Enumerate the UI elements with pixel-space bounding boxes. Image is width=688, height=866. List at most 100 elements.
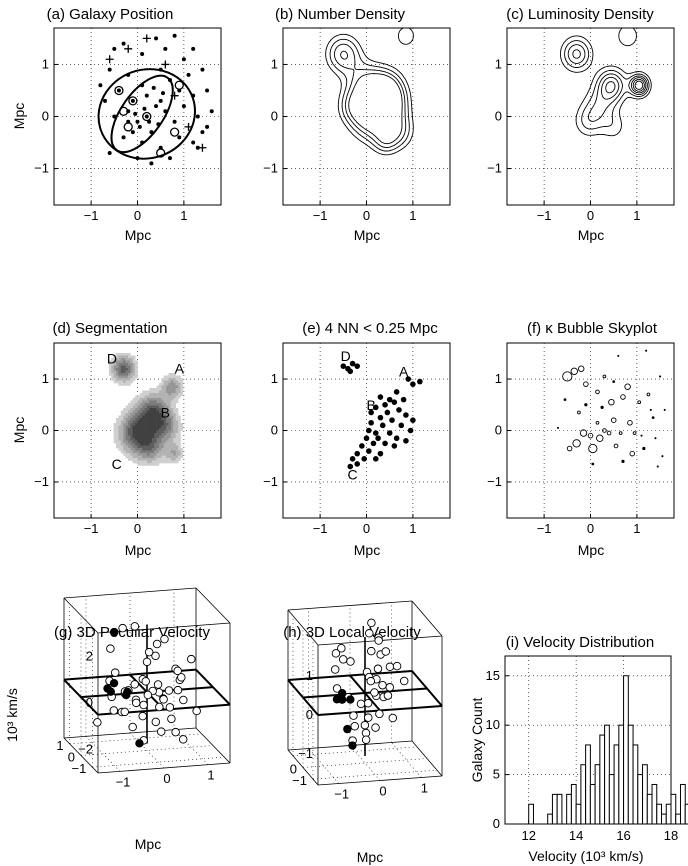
- galaxy-dot: [191, 140, 196, 145]
- segment-cell: [156, 385, 160, 389]
- segment-cell: [158, 433, 162, 436]
- segment-cell: [132, 410, 136, 414]
- segment-cell: [111, 378, 114, 381]
- contour-level: [572, 49, 647, 100]
- segment-cell: [166, 428, 169, 431]
- segment-cell: [166, 435, 169, 439]
- box-edge: [317, 775, 443, 786]
- segment-cell: [173, 433, 176, 436]
- segment-cell: [132, 425, 136, 429]
- segment-cell: [118, 440, 122, 444]
- segment-cell: [118, 355, 122, 359]
- segment-cell: [180, 428, 184, 431]
- neighbor-dot: [354, 450, 361, 457]
- segment-cell: [163, 448, 167, 451]
- segment-cell: [156, 395, 160, 399]
- segment-cell: [149, 443, 153, 446]
- panel-a: (a) Galaxy Position −1 0 1 1 0 −1 Mpc Mpc: [11, 6, 222, 243]
- segment-cell: [166, 375, 169, 379]
- segment-cell: [156, 390, 160, 394]
- panel-c-frame: [506, 27, 675, 206]
- neighbor-dot: [386, 430, 393, 436]
- segment-cell: [123, 433, 126, 436]
- y-tick-label: 0: [493, 816, 500, 831]
- segment-cell: [173, 460, 176, 464]
- segment-cell: [175, 420, 179, 424]
- segment-cell: [147, 403, 150, 406]
- velocity-point: [367, 646, 376, 656]
- segment-cell: [166, 393, 169, 396]
- segment-cell: [125, 375, 129, 379]
- box-edge: [63, 737, 99, 774]
- segment-cell: [173, 443, 176, 446]
- segment-cell: [168, 373, 172, 376]
- segment-cell: [166, 405, 169, 409]
- neighbor-dot: [377, 414, 384, 421]
- segment-cell: [130, 360, 134, 364]
- histogram-bar: [608, 774, 615, 825]
- galaxy-dot: [163, 46, 168, 51]
- segment-cell: [154, 458, 157, 461]
- galaxy-circle: [174, 80, 184, 90]
- segment-cell: [120, 373, 124, 376]
- segment-cell: [120, 435, 124, 439]
- segment-cell: [125, 443, 129, 446]
- segment-cell: [154, 390, 157, 394]
- segment-cell: [166, 400, 169, 404]
- segment-cell: [173, 405, 176, 409]
- histogram-bar: [604, 724, 610, 825]
- segment-cell: [137, 458, 141, 461]
- galaxy-dot: [130, 98, 135, 103]
- segment-cell: [149, 418, 153, 421]
- velocity-point: [152, 639, 162, 649]
- segment-cell: [142, 445, 145, 449]
- segment-cell: [173, 450, 176, 454]
- segment-cell: [132, 373, 136, 376]
- segment-cell: [120, 370, 124, 374]
- galaxy-cross: [161, 60, 170, 69]
- segment-cell: [166, 388, 169, 391]
- segment-cell: [151, 405, 155, 409]
- segment-cell: [130, 418, 134, 421]
- segment-cell: [123, 430, 126, 434]
- segment-cell: [154, 395, 157, 399]
- segment-cell: [130, 420, 134, 424]
- segment-cell: [132, 375, 136, 379]
- segment-cell: [144, 398, 148, 401]
- segment-cell: [120, 375, 124, 379]
- segment-cell: [156, 398, 160, 401]
- segment-cell: [123, 420, 126, 424]
- panel-f-title: (f) κ Bubble Skyplot: [527, 320, 658, 337]
- segment-cell: [166, 443, 169, 446]
- segment-cell: [127, 440, 131, 444]
- segment-cell: [137, 445, 141, 449]
- velocity-point: [373, 664, 383, 674]
- x-tick-label: 1: [409, 208, 416, 223]
- segment-cell: [120, 445, 124, 449]
- segment-cell: [139, 458, 143, 461]
- kappa-bubble: [646, 392, 651, 397]
- segment-cell: [135, 440, 138, 444]
- segment-cell: [139, 393, 143, 396]
- segment-cell: [168, 390, 172, 394]
- segment-cell: [130, 423, 134, 426]
- segment-cell: [137, 425, 141, 429]
- neighbor-dot: [347, 368, 354, 375]
- segment-cell: [154, 388, 157, 391]
- segment-cell: [166, 458, 169, 461]
- galaxy-dot: [191, 46, 196, 51]
- segment-cell: [142, 393, 145, 396]
- galaxy-dot: [200, 130, 205, 135]
- segment-cell: [142, 448, 145, 451]
- segment-cell: [132, 418, 136, 421]
- segment-cell: [149, 400, 153, 404]
- segment-cell: [168, 395, 172, 399]
- segment-cell: [132, 405, 136, 409]
- segment-cell: [178, 438, 181, 441]
- segment-cell: [111, 358, 114, 361]
- neighbor-dot: [361, 456, 367, 462]
- segment-cell: [170, 455, 174, 459]
- segment-cell: [120, 355, 124, 359]
- kappa-bubble: [584, 403, 588, 407]
- segment-cell: [156, 418, 160, 421]
